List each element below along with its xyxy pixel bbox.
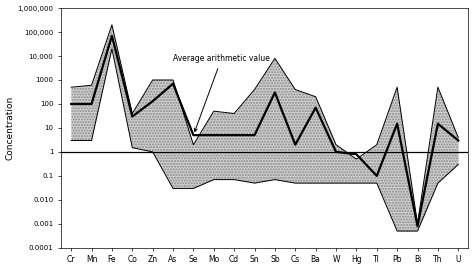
Y-axis label: Concentration: Concentration xyxy=(6,96,15,160)
Text: Average arithmetic value: Average arithmetic value xyxy=(173,54,270,131)
